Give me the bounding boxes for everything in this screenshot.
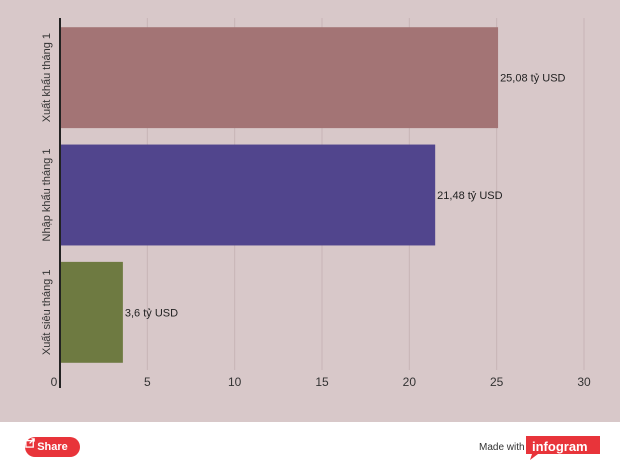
category-label: Nhập khẩu tháng 1 [41, 149, 53, 242]
x-tick-label: 20 [403, 375, 417, 389]
footer: Share Made with infogram [0, 422, 620, 465]
infogram-logo[interactable] [526, 436, 600, 460]
chart-area: 0 5 10 15 20 25 30 25,08 tỷ USD Xuất khẩu tháng … [0, 0, 620, 422]
made-with-text: Made with [479, 442, 525, 453]
data-label: 21,48 tỷ USD [437, 190, 502, 202]
data-label: 25,08 tỷ USD [500, 73, 565, 85]
x-tick-label: 5 [144, 375, 151, 389]
brand-label: infogram [532, 439, 588, 454]
x-tick-label: 25 [490, 375, 504, 389]
share-icon [25, 438, 35, 448]
bar [60, 144, 436, 246]
category-label: Xuất siêu tháng 1 [41, 270, 53, 356]
bar [60, 261, 123, 363]
category-label: Xuất khẩu tháng 1 [41, 33, 53, 122]
data-label: 3,6 tỷ USD [125, 307, 178, 319]
bar [60, 27, 499, 129]
x-tick-label: 10 [228, 375, 242, 389]
bars [60, 27, 499, 363]
share-button[interactable]: Share [25, 437, 80, 457]
x-tick-label: 30 [577, 375, 591, 389]
share-label: Share [37, 441, 68, 453]
x-tick-label: 15 [315, 375, 329, 389]
x-tick-label: 0 [51, 375, 58, 389]
bar-chart: 0 5 10 15 20 25 30 25,08 tỷ USD Xuất khẩu tháng … [41, 18, 591, 389]
labels: 0 5 10 15 20 25 30 25,08 tỷ USD Xuất khẩu tháng … [41, 33, 591, 389]
